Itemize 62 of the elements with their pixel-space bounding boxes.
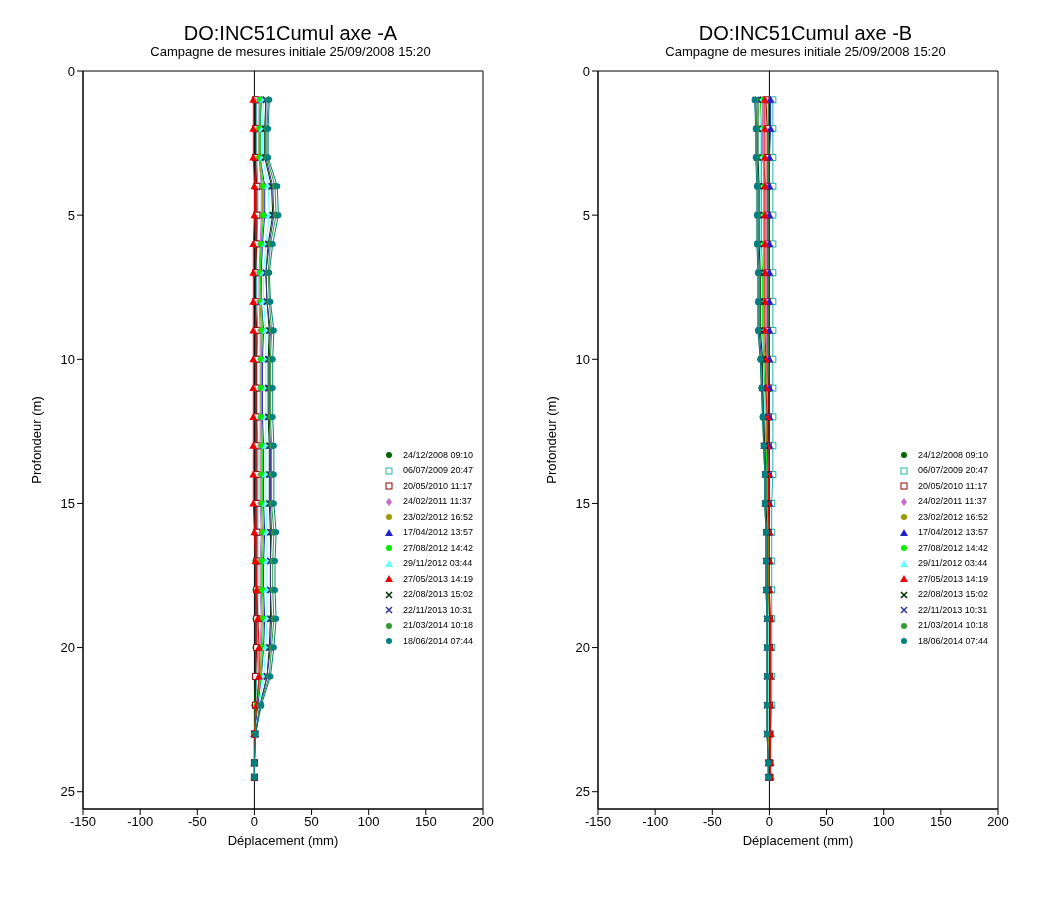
x-tick-label: -50 <box>702 814 722 830</box>
chart-subtitle: Campagne de mesures initiale 25/09/2008 15:20 <box>664 44 947 59</box>
x-tick-label: 0 <box>250 814 259 830</box>
chart-title: DO:INC51Cumul axe -A <box>182 22 399 44</box>
legend-label: 20/05/2010 11:17 <box>402 479 473 493</box>
x-tick-label: 50 <box>304 814 319 830</box>
x-tick-label: 150 <box>930 814 952 830</box>
x-tick-label: -100 <box>127 814 154 830</box>
legend-label: 22/11/2013 10:31 <box>402 603 473 617</box>
legend-label: 21/03/2014 10:18 <box>402 619 473 632</box>
legend-label: 06/07/2009 20:47 <box>402 464 473 477</box>
y-tick-label: 15 <box>60 496 75 512</box>
x-tick-label: -100 <box>642 814 669 830</box>
legend-label: 27/05/2013 14:19 <box>917 572 988 586</box>
legend-label: 27/08/2012 14:42 <box>402 541 473 555</box>
y-tick-label: 25 <box>60 784 75 800</box>
x-tick-label: -50 <box>187 814 207 830</box>
legend-label: 20/05/2010 11:17 <box>917 479 988 493</box>
legend-label: 22/08/2013 15:02 <box>402 588 473 601</box>
legend-label: 29/11/2012 03:44 <box>917 557 988 570</box>
legend-label: 06/07/2009 20:47 <box>917 464 988 477</box>
y-tick-label: 0 <box>67 63 75 79</box>
legend-label: 27/08/2012 14:42 <box>917 541 988 555</box>
y-tick-label: 10 <box>60 351 75 367</box>
legend-label: 23/02/2012 16:52 <box>917 510 988 524</box>
legend-label: 24/12/2008 09:10 <box>402 448 473 462</box>
legend-label: 24/12/2008 09:10 <box>917 448 988 462</box>
legend-label: 24/02/2011 11:37 <box>402 495 472 508</box>
y-tick-label: 20 <box>60 640 75 656</box>
y-tick-label: 5 <box>67 207 75 223</box>
x-tick-label: 0 <box>765 814 774 830</box>
legend-label: 17/04/2012 13:57 <box>402 526 473 539</box>
y-axis-title: Profondeur (m) <box>543 396 559 484</box>
x-tick-label: -150 <box>69 814 97 830</box>
legend-label: 24/02/2011 11:37 <box>917 495 987 508</box>
legend-label: 27/05/2013 14:19 <box>402 572 473 586</box>
x-tick-label: 200 <box>987 814 1009 830</box>
x-tick-label: 100 <box>357 814 380 830</box>
y-axis-title: Profondeur (m) <box>28 396 44 484</box>
legend-label: 18/06/2014 07:44 <box>917 634 988 648</box>
x-tick-label: -150 <box>584 814 612 830</box>
y-tick-label: 0 <box>582 63 590 79</box>
legend-label: 22/08/2013 15:02 <box>917 588 988 601</box>
chart-title: DO:INC51Cumul axe -B <box>697 22 914 44</box>
x-axis-title: Déplacement (mm) <box>742 833 854 848</box>
legend-label: 21/03/2014 10:18 <box>917 619 988 632</box>
legend-label: 22/11/2013 10:31 <box>917 603 988 617</box>
legend-label: 23/02/2012 16:52 <box>402 510 473 524</box>
x-axis-title: Déplacement (mm) <box>227 833 339 848</box>
x-tick-label: 50 <box>819 814 834 830</box>
y-tick-label: 10 <box>575 351 590 367</box>
y-tick-label: 20 <box>575 640 590 656</box>
y-tick-label: 25 <box>575 784 590 800</box>
legend-label: 18/06/2014 07:44 <box>402 634 473 648</box>
y-tick-label: 5 <box>582 207 590 223</box>
x-tick-label: 200 <box>472 814 494 830</box>
chart-subtitle: Campagne de mesures initiale 25/09/2008 15:20 <box>149 44 432 59</box>
legend-label: 29/11/2012 03:44 <box>402 557 473 570</box>
x-tick-label: 150 <box>415 814 437 830</box>
x-tick-label: 100 <box>872 814 895 830</box>
y-tick-label: 15 <box>575 496 590 512</box>
legend-label: 17/04/2012 13:57 <box>917 526 988 539</box>
